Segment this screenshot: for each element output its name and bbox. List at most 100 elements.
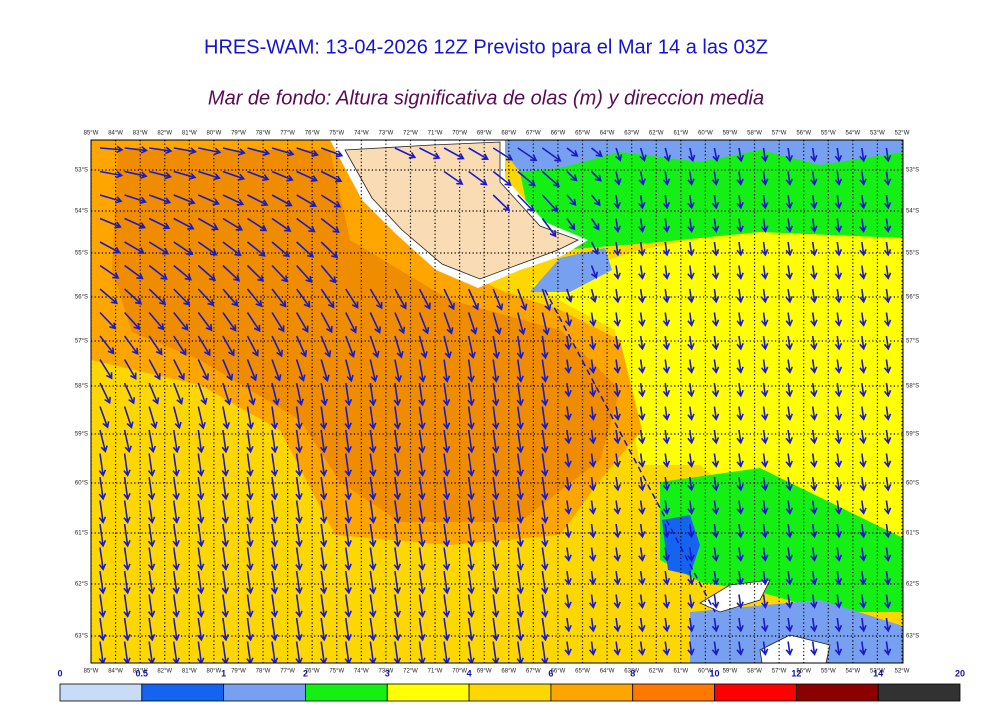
lat-label: 55°S: [75, 251, 88, 257]
direction-arrow: [638, 359, 646, 374]
direction-arrow: [369, 500, 377, 524]
direction-arrow: [467, 500, 475, 524]
direction-arrow: [613, 476, 621, 492]
direction-arrow: [442, 570, 451, 595]
direction-arrow: [662, 641, 671, 656]
direction-arrow: [442, 359, 451, 383]
direction-arrow: [246, 570, 254, 595]
direction-arrow: [246, 594, 254, 618]
direction-arrow: [99, 241, 121, 254]
direction-arrow: [418, 617, 426, 642]
direction-arrow: [687, 171, 695, 186]
direction-arrow: [711, 288, 720, 304]
direction-arrow: [123, 641, 131, 663]
direction-arrow: [760, 547, 769, 562]
direction-arrow: [662, 241, 671, 257]
direction-arrow: [418, 594, 426, 618]
direction-arrow: [760, 171, 769, 186]
lat-label: 58°S: [906, 384, 919, 390]
direction-arrow: [369, 641, 377, 663]
direction-arrow: [613, 265, 621, 280]
direction-arrow: [638, 617, 646, 633]
direction-arrow: [711, 594, 720, 609]
direction-arrow: [638, 241, 646, 257]
direction-arrow: [271, 194, 293, 207]
direction-arrow: [393, 594, 402, 618]
colorbar-segment: [223, 683, 306, 702]
direction-arrow: [736, 265, 744, 280]
direction-arrow: [247, 147, 271, 157]
direction-arrow: [98, 547, 107, 571]
direction-arrow: [295, 382, 304, 407]
lon-label: 79°W: [231, 669, 246, 675]
direction-arrow: [785, 617, 794, 633]
direction-arrow: [541, 570, 549, 595]
direction-arrow: [271, 217, 292, 232]
direction-arrow: [172, 500, 180, 524]
direction-arrow: [662, 547, 671, 562]
direction-arrow: [760, 594, 769, 609]
direction-arrow: [541, 382, 549, 407]
direction-arrow: [319, 617, 328, 642]
direction-arrow: [810, 194, 818, 210]
direction-arrow: [123, 382, 136, 405]
direction-arrow: [810, 429, 818, 445]
direction-arrow: [442, 641, 451, 663]
direction-arrow: [320, 264, 337, 284]
direction-arrow: [760, 382, 769, 398]
lon-label: 71°W: [428, 131, 443, 137]
map-frame: [90, 139, 904, 664]
direction-arrow: [173, 170, 197, 180]
direction-arrow: [319, 523, 328, 548]
direction-arrow: [588, 617, 597, 633]
direction-arrow: [271, 170, 294, 182]
direction-arrow: [319, 476, 328, 501]
direction-arrow: [124, 217, 147, 230]
direction-arrow: [541, 312, 550, 336]
direction-arrow: [883, 218, 892, 233]
direction-arrow: [687, 570, 695, 586]
direction-arrow: [591, 147, 603, 158]
direction-arrow: [834, 453, 843, 468]
direction-arrow: [320, 217, 340, 233]
direction-arrow: [588, 406, 597, 421]
track-line: [544, 289, 716, 613]
direction-arrow: [222, 217, 244, 231]
direction-arrow: [883, 617, 892, 633]
direction-arrow: [638, 288, 646, 304]
direction-arrow: [296, 264, 313, 284]
direction-arrow: [760, 312, 769, 327]
direction-arrow: [590, 218, 600, 231]
direction-arrow: [687, 617, 695, 633]
direction-arrow: [246, 335, 259, 357]
direction-arrow: [149, 146, 173, 155]
lon-label: 80°W: [207, 669, 222, 675]
direction-arrow: [883, 453, 892, 468]
direction-arrow: [99, 382, 111, 405]
direction-arrow: [344, 406, 352, 430]
direction-arrow: [736, 147, 745, 163]
direction-arrow: [124, 146, 148, 154]
direction-arrow: [736, 359, 744, 374]
direction-arrow: [883, 382, 892, 398]
direction-arrow: [222, 194, 245, 206]
direction-arrow: [834, 570, 843, 586]
direction-arrow: [123, 359, 137, 380]
lon-label: 77°W: [280, 131, 295, 137]
lon-label: 73°W: [379, 131, 394, 137]
direction-arrow: [785, 382, 794, 398]
direction-arrow: [736, 570, 744, 586]
direction-arrow: [344, 547, 352, 571]
colorbar-label: 3: [385, 668, 390, 678]
direction-arrow: [418, 547, 426, 571]
direction-arrow: [270, 406, 279, 430]
direction-arrow: [760, 453, 769, 468]
title: HRES-WAM: 13-04-2026 12Z Previsto para e…: [204, 36, 768, 58]
direction-arrow: [564, 617, 572, 633]
direction-arrow: [883, 265, 892, 280]
lon-label: 53°W: [870, 131, 885, 137]
direction-arrow: [197, 194, 220, 206]
direction-arrow: [613, 335, 621, 351]
direction-arrow: [320, 147, 344, 158]
